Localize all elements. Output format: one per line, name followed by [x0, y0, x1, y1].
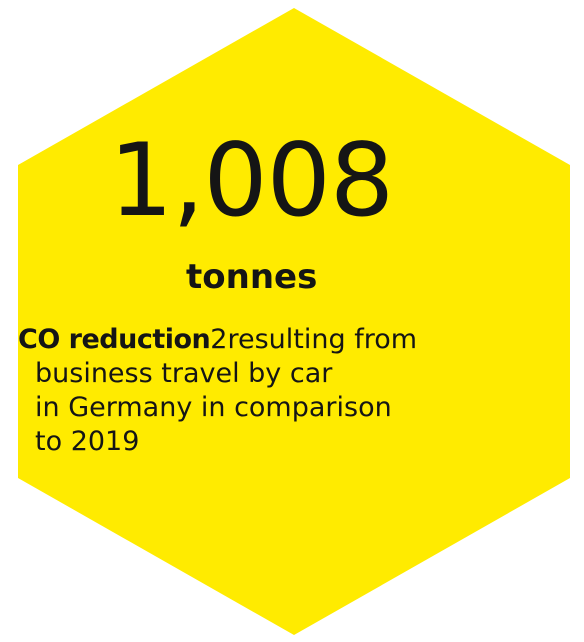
description-line-3: in Germany in comparison [35, 392, 392, 424]
value-number: 1,008 [109, 121, 394, 239]
metric-subscript: 2 [210, 324, 228, 355]
description-line-1: CO reduction2resulting from [18, 323, 518, 357]
unit-label: tonnes [186, 257, 318, 297]
description-line-2: business travel by car [35, 358, 333, 390]
metric-label: CO reduction [18, 324, 211, 355]
description-text-1: resulting from [227, 324, 418, 355]
description: CO reduction2resulting from business tra… [18, 323, 518, 459]
description-line-4: to 2019 [35, 426, 140, 458]
